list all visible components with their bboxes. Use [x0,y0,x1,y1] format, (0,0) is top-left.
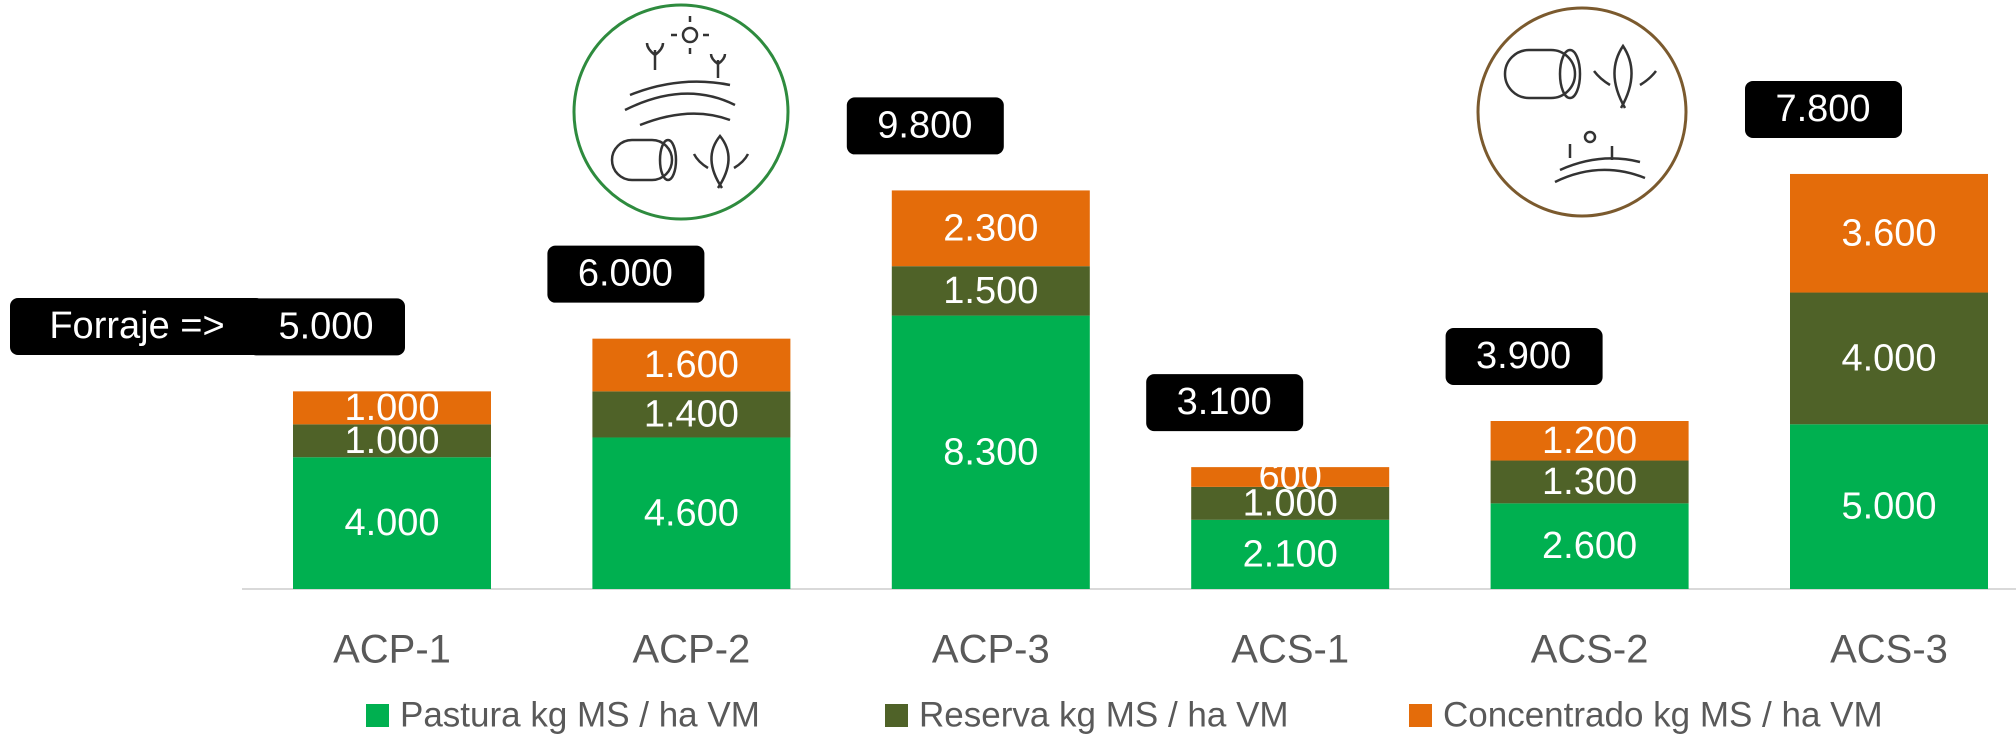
forage-label-box [10,298,264,355]
value-label: 1.000 [344,420,439,462]
legend-swatch [1409,704,1432,727]
forage-label: Forraje => [49,305,224,347]
bar-segment [1490,421,1689,461]
bar-segment [293,391,491,425]
bar-segment [1490,503,1689,589]
x-tick-label: ACS-3 [1830,628,1948,672]
value-label: 1.000 [344,387,439,429]
value-label: 1.200 [1542,420,1637,462]
value-label: 2.300 [943,207,1038,249]
bar-segment [1790,292,1988,425]
value-label: 4.000 [1841,337,1936,379]
bar-segment [592,338,791,392]
bar-segment [592,437,791,589]
legend-label: Concentrado kg MS / ha VM [1443,695,1883,734]
forage-total-box [1745,80,1902,138]
value-label: 1.000 [1243,482,1338,524]
value-label: 600 [1258,456,1321,498]
bar-segment [1490,460,1689,504]
value-label: 5.000 [1841,486,1936,528]
icon-silage [1476,6,1688,218]
forage-total: 3.100 [1177,381,1272,423]
bar-segment [1191,486,1390,520]
value-label: 2.100 [1243,533,1338,575]
bar-segment [592,391,791,438]
forage-total-box [1146,374,1304,432]
forage-total: 6.000 [578,253,673,295]
bar-segment [1191,519,1390,589]
legend-swatch [366,704,389,727]
forage-total: 9.800 [877,104,972,146]
value-label: 4.000 [344,502,439,544]
x-tick-label: ACS-2 [1531,628,1649,672]
bar-segment [1790,424,1988,589]
bar-segment [891,266,1090,316]
forage-total-box [846,97,1004,155]
forage-total-box [1445,328,1603,386]
legend-label: Pastura kg MS / ha VM [400,695,760,734]
value-label: 2.600 [1542,525,1637,567]
x-tick-label: ACP-1 [333,628,451,672]
forage-total: 5.000 [278,305,373,347]
value-label: 1.600 [644,344,739,386]
icon-pasture [572,3,790,221]
forage-total: 3.900 [1476,335,1571,377]
x-tick-label: ACS-1 [1231,628,1349,672]
value-label: 3.600 [1841,212,1936,254]
forage-total-box [547,245,705,303]
bar-segment [293,424,491,458]
bar-segment [293,457,491,589]
forage-total: 7.800 [1775,88,1870,130]
legend-label: Reserva kg MS / ha VM [919,695,1289,734]
forage-total-box [248,298,405,356]
bar-segment [891,190,1090,267]
x-tick-label: ACP-3 [932,628,1050,672]
value-label: 1.300 [1542,461,1637,503]
bar-segment [891,315,1090,589]
bar-segment [1790,173,1988,293]
value-label: 1.400 [644,393,739,435]
x-tick-label: ACP-2 [632,628,750,672]
value-label: 1.500 [943,270,1038,312]
value-label: 4.600 [644,492,739,534]
bar-segment [1191,467,1390,487]
legend-swatch [885,704,908,727]
value-label: 8.300 [943,431,1038,473]
